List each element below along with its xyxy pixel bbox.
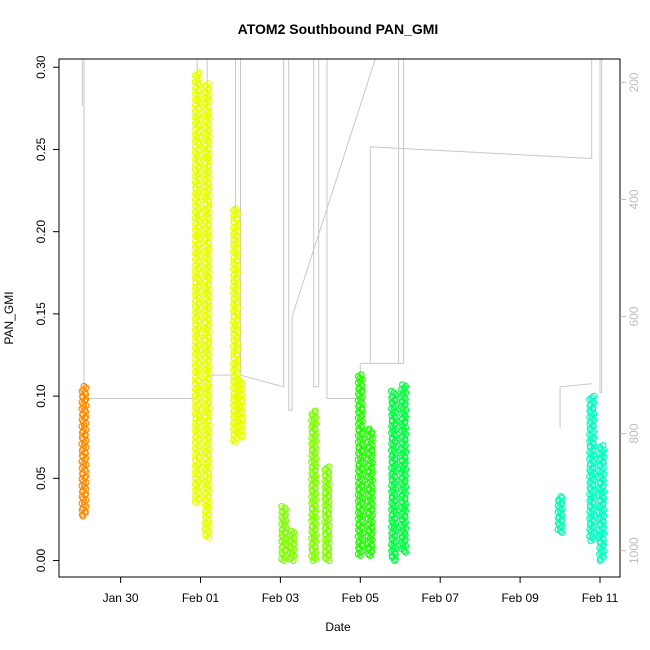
- point-group-10: [364, 425, 376, 559]
- point-group-2: [201, 80, 213, 541]
- y-axis: 0.00 0.05 0.10 0.15 0.20 0.25 0.30: [34, 55, 59, 572]
- point-group-8: [321, 463, 333, 564]
- data-point: [357, 552, 364, 559]
- x-axis: Jan 30 Feb 01 Feb 03 Feb 05 Feb 07 Feb 09 Feb …: [103, 577, 619, 605]
- data-point: [309, 557, 317, 564]
- y-tick-label: 0.05: [34, 466, 48, 490]
- x-tick-label: Jan 30: [103, 591, 139, 605]
- data-point: [366, 552, 374, 559]
- depth-trace-branch: [559, 383, 592, 428]
- x-tick-label: Feb 05: [342, 591, 380, 605]
- data-point: [289, 557, 297, 564]
- plot-frame: [58, 58, 621, 578]
- y2-axis: 200 400 600 800 1000: [620, 72, 641, 564]
- point-group-11: [388, 387, 400, 564]
- data-point: [280, 557, 288, 564]
- data-point: [364, 550, 372, 558]
- data-point: [192, 499, 200, 507]
- data-point: [231, 438, 239, 446]
- data-point: [202, 532, 210, 540]
- points-layer: [78, 68, 608, 564]
- point-group-13: [554, 493, 566, 536]
- data-point: [229, 437, 237, 445]
- point-group-4: [234, 376, 247, 441]
- data-point: [321, 554, 329, 561]
- y2-tick-label: 600: [627, 306, 641, 326]
- y2-tick-label: 1000: [627, 537, 641, 564]
- x-tick-label: Feb 11: [582, 591, 619, 605]
- point-group-6: [286, 527, 298, 564]
- data-point: [596, 557, 604, 564]
- data-point: [558, 529, 566, 536]
- y-tick-label: 0.20: [34, 220, 48, 244]
- data-point: [400, 547, 408, 555]
- data-point: [590, 458, 598, 466]
- data-point: [588, 534, 596, 541]
- data-point: [238, 433, 246, 441]
- depth-trace-layer: [81, 58, 603, 428]
- y-tick-label: 0.30: [34, 55, 48, 79]
- data-point: [587, 537, 595, 545]
- data-point: [79, 512, 87, 520]
- point-group-15: [596, 442, 608, 564]
- x-tick-label: Feb 07: [422, 591, 460, 605]
- x-axis-label: Date: [325, 620, 351, 634]
- data-point: [391, 557, 398, 564]
- y2-tick-label: 200: [627, 72, 641, 92]
- point-group-1: [191, 68, 203, 507]
- x-tick-label: Feb 01: [182, 591, 220, 605]
- point-group-7: [308, 407, 320, 564]
- point-group-5: [278, 502, 290, 564]
- y-tick-label: 0.10: [34, 384, 48, 408]
- point-group-14: [586, 392, 598, 545]
- y-axis-label: PAN_GMI: [2, 291, 16, 344]
- y-tick-label: 0.15: [34, 302, 48, 326]
- data-point: [205, 534, 213, 541]
- y-tick-label: 0.00: [34, 549, 48, 573]
- y2-tick-label: 800: [627, 423, 641, 443]
- point-group-9: [354, 371, 366, 559]
- y2-tick-label: 400: [627, 189, 641, 209]
- data-point: [325, 557, 333, 564]
- data-point: [191, 498, 199, 505]
- point-group-12: [398, 381, 410, 556]
- y-tick-label: 0.25: [34, 137, 48, 161]
- chart-title: ATOM2 Southbound PAN_GMI: [238, 21, 439, 37]
- data-point: [286, 555, 294, 563]
- x-tick-label: Feb 09: [501, 591, 539, 605]
- point-group-0: [78, 382, 90, 520]
- depth-trace-line: [81, 58, 603, 411]
- data-point: [402, 548, 410, 556]
- data-point: [557, 527, 564, 535]
- x-tick-label: Feb 03: [262, 591, 300, 605]
